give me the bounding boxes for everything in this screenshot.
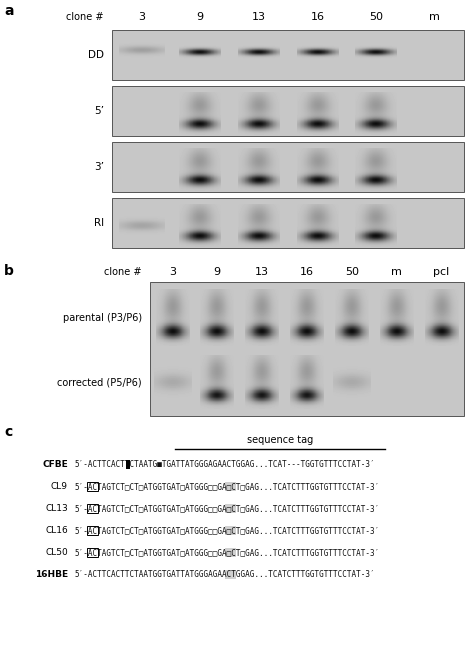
Text: 5′-ACTAGTCT□CT□ATGGTGAT□ATGGG□□GA□CT□GAG...TCATCTTTGGTGTTTCCTAT-3′: 5′-ACTAGTCT□CT□ATGGTGAT□ATGGG□□GA□CT□GAG… [74,548,379,557]
Text: 5′-ACTAGTCT□CT□ATGGTGAT□ATGGG□□GA□CT□GAG...TCATCTTTGGTGTTTCCTAT-3′: 5′-ACTAGTCT□CT□ATGGTGAT□ATGGG□□GA□CT□GAG… [74,482,379,491]
Text: 9: 9 [196,12,203,22]
Bar [225,570,236,579]
Text: m: m [429,12,440,22]
Bar [150,281,464,416]
Text: 16HBE: 16HBE [35,571,68,579]
Text: 16: 16 [310,12,324,22]
Text: corrected (P5/P6): corrected (P5/P6) [57,377,142,388]
Text: RI: RI [94,218,104,228]
Text: CL16: CL16 [45,526,68,535]
Text: parental (P3/P6): parental (P3/P6) [63,313,142,323]
Text: CFBE: CFBE [42,460,68,469]
Text: 5′-ACTAGTCT□CT□ATGGTGAT□ATGGG□□GA□CT□GAG...TCATCTTTGGTGTTTCCTAT-3′: 5′-ACTAGTCT□CT□ATGGTGAT□ATGGG□□GA□CT□GAG… [74,526,379,535]
Bar [112,198,464,248]
Bar [87,482,98,491]
Bar [225,482,236,491]
Text: m: m [391,267,402,277]
Text: 3’: 3’ [94,162,104,172]
Bar [87,548,98,557]
Text: CL9: CL9 [51,482,68,491]
Bar [126,460,130,469]
Bar [87,504,98,513]
Text: 3: 3 [138,12,145,22]
Text: b: b [4,264,14,278]
Text: 3: 3 [169,267,176,277]
Text: CL13: CL13 [45,504,68,513]
Bar [112,142,464,192]
Text: pcl: pcl [433,267,450,277]
Text: 13: 13 [255,267,269,277]
Text: sequence tag: sequence tag [247,435,313,444]
Bar [112,86,464,136]
Bar [112,30,464,80]
Text: 5′-ACTTCACTTCTAATG■TGATTATGGGAGAACTGGAG...TCAT---TGGTGTTTCCTAT-3′: 5′-ACTTCACTTCTAATG■TGATTATGGGAGAACTGGAG.… [74,460,374,469]
Text: 5’: 5’ [94,106,104,116]
Text: CL50: CL50 [45,548,68,557]
Text: 50: 50 [369,12,383,22]
Text: 5′-ACTTCACTTCTAATGGTGATTATGGGAGAACTGGAG...TCATCTTTGGTGTTTCCTAT-3′: 5′-ACTTCACTTCTAATGGTGATTATGGGAGAACTGGAG.… [74,571,374,579]
Text: clone #: clone # [66,12,104,22]
Text: 5′-ACTAGTCT□CT□ATGGTGAT□ATGGG□□GA□CT□GAG...TCATCTTTGGTGTTTCCTAT-3′: 5′-ACTAGTCT□CT□ATGGTGAT□ATGGG□□GA□CT□GAG… [74,504,379,513]
Bar [225,548,236,557]
Text: 9: 9 [214,267,221,277]
Bar [87,526,98,535]
Text: 13: 13 [252,12,265,22]
Text: 50: 50 [345,267,359,277]
Text: clone #: clone # [104,267,142,277]
Bar [225,526,236,535]
Bar [225,504,236,513]
Text: DD: DD [88,50,104,60]
Text: 16: 16 [300,267,314,277]
Text: c: c [4,426,12,439]
Text: a: a [4,4,13,18]
